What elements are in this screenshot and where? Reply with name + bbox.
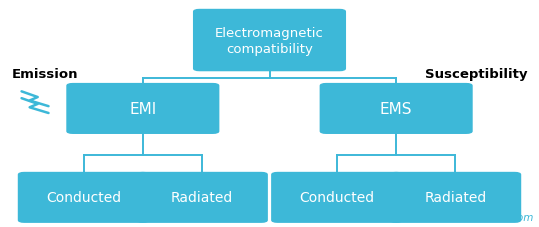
Text: Susceptibility: Susceptibility: [425, 67, 527, 80]
Text: Radiated: Radiated: [171, 190, 233, 205]
FancyBboxPatch shape: [66, 84, 219, 134]
FancyBboxPatch shape: [18, 172, 149, 223]
Text: Conducted: Conducted: [299, 190, 375, 205]
FancyBboxPatch shape: [136, 172, 268, 223]
Text: Emission: Emission: [12, 67, 78, 80]
Text: EMS: EMS: [380, 101, 412, 116]
FancyBboxPatch shape: [271, 172, 403, 223]
FancyBboxPatch shape: [390, 172, 521, 223]
Text: www.cntronics.com: www.cntronics.com: [432, 212, 534, 222]
Text: Electromagnetic
compatibility: Electromagnetic compatibility: [215, 26, 324, 55]
Text: EMI: EMI: [129, 101, 156, 116]
Text: Conducted: Conducted: [46, 190, 121, 205]
Text: Radiated: Radiated: [424, 190, 487, 205]
FancyBboxPatch shape: [193, 10, 346, 72]
FancyBboxPatch shape: [320, 84, 473, 134]
